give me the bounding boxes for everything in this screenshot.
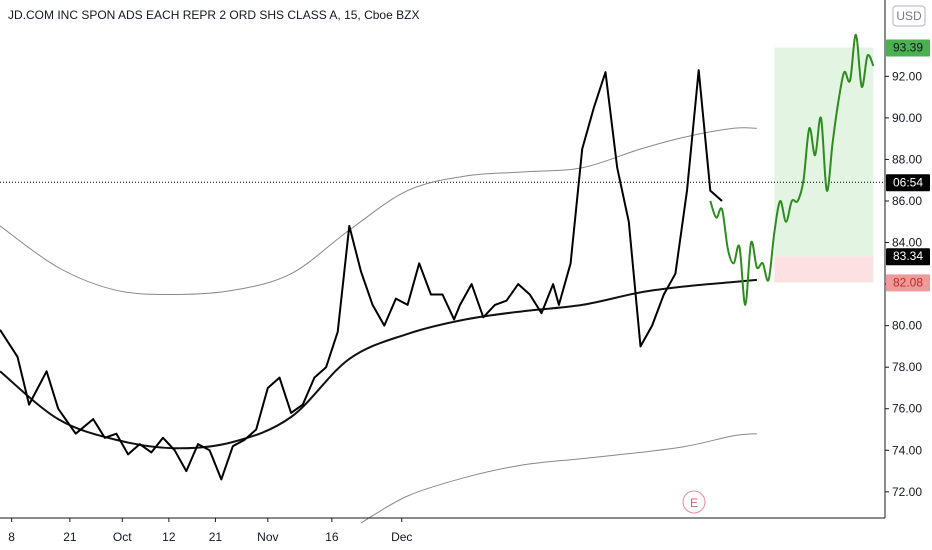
y-tick-label: 86.00 [892, 194, 922, 208]
y-tick-label: 88.00 [892, 152, 922, 166]
x-tick-label: Oct [113, 530, 132, 544]
price-tag [886, 39, 930, 57]
y-tick-label: 90.00 [892, 111, 922, 125]
chart-title: JD.COM INC SPON ADS EACH REPR 2 ORD SHS … [8, 8, 420, 22]
y-tick-label: 92.00 [892, 69, 922, 83]
price-tag-label: 06:54 [893, 175, 923, 189]
x-tick-label: Dec [391, 530, 412, 544]
x-tick-label: 21 [63, 530, 77, 544]
price-tag-label: 83.34 [893, 249, 923, 263]
currency-button-label: USD [896, 9, 922, 23]
currency-button[interactable] [892, 5, 926, 27]
earnings-icon[interactable] [682, 490, 706, 514]
y-tick-label: 78.00 [892, 360, 922, 374]
projection-line[interactable] [709, 33, 875, 306]
y-tick-label: 80.00 [892, 319, 922, 333]
x-tick-label: 8 [8, 530, 15, 544]
price-line[interactable] [0, 69, 723, 481]
price-tag [886, 174, 930, 192]
price-tag-label: 93.39 [893, 40, 923, 54]
y-tick-label: 84.00 [892, 236, 922, 250]
price-tag [886, 248, 930, 266]
loss-zone[interactable] [774, 256, 874, 283]
earnings-icon-label: E [690, 496, 698, 510]
y-tick-label: 72.00 [892, 485, 922, 499]
price-tag-label: 82.08 [893, 275, 923, 289]
price-tag [886, 274, 930, 292]
y-tick-label: 76.00 [892, 402, 922, 416]
x-tick-label: 16 [325, 530, 339, 544]
x-tick-label: 21 [209, 530, 223, 544]
moving-average-line[interactable] [0, 278, 758, 450]
upper-band-line[interactable] [0, 127, 757, 296]
y-tick-label: 74.00 [892, 443, 922, 457]
lower-band-line[interactable] [360, 433, 757, 524]
x-tick-label: Nov [257, 530, 278, 544]
x-tick-label: 12 [162, 530, 176, 544]
